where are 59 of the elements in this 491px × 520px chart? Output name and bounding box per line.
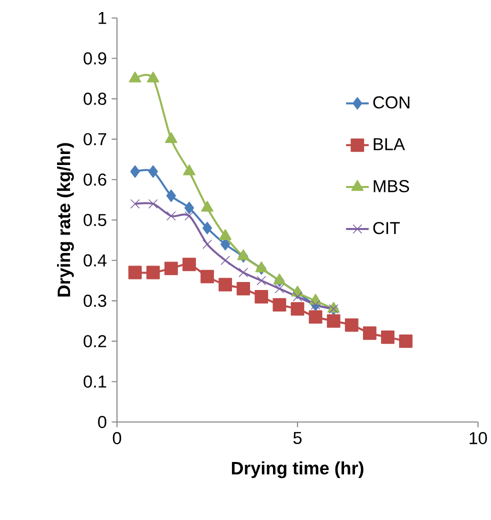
legend-label: BLA: [374, 138, 405, 150]
point: [274, 284, 284, 294]
point: [344, 318, 358, 332]
y-tick-label: 0.4: [84, 254, 106, 267]
y-tick-label: 0.9: [84, 52, 106, 65]
y-tick-label: 0.2: [84, 335, 106, 348]
y-tick-label: 0.7: [84, 133, 106, 146]
y-tick-label: 0: [98, 416, 106, 428]
point: [399, 334, 413, 348]
point: [128, 72, 142, 82]
point: [255, 262, 268, 272]
point: [184, 202, 194, 214]
point: [218, 278, 232, 292]
y-axis-title: Drying rate (kg/hr): [57, 143, 74, 297]
point: [362, 326, 376, 340]
point: [183, 164, 196, 176]
point: [130, 165, 140, 178]
point: [200, 270, 214, 284]
point: [308, 310, 322, 324]
point: [146, 266, 160, 280]
point: [272, 298, 286, 312]
y-tick-label: 0.1: [84, 375, 106, 388]
x-tick-label: 10: [470, 432, 487, 444]
x-tick-label: 0: [112, 432, 122, 444]
y-tick-label: 0.5: [84, 214, 106, 226]
point: [130, 199, 140, 209]
point: [166, 211, 176, 221]
point: [381, 330, 394, 344]
x-tick-label: 5: [293, 432, 302, 444]
point: [165, 132, 178, 143]
legend-label: MBS: [374, 180, 410, 192]
point: [146, 72, 160, 82]
y-tick-label: 1: [98, 12, 106, 24]
point: [184, 211, 194, 221]
y-tick-label: 0.6: [84, 173, 106, 186]
point: [290, 302, 304, 316]
y-tick-label: 0.3: [84, 294, 106, 307]
point: [148, 165, 158, 178]
point: [166, 190, 176, 202]
point: [202, 222, 212, 234]
legend-label: CIT: [373, 222, 400, 234]
point: [273, 274, 286, 284]
legend-label: CON: [373, 96, 410, 109]
point: [256, 276, 266, 286]
point: [238, 268, 248, 278]
point: [148, 199, 158, 209]
x-axis-title: Drying time (hr): [232, 461, 364, 478]
point: [237, 249, 250, 260]
point: [236, 282, 250, 296]
point: [219, 229, 232, 240]
point: [220, 256, 230, 266]
point: [326, 314, 340, 328]
y-tick-label: 0.8: [84, 92, 106, 105]
point: [182, 258, 196, 272]
point: [164, 262, 178, 276]
point: [292, 292, 302, 302]
point: [201, 200, 214, 212]
point: [254, 290, 268, 304]
point: [128, 266, 142, 280]
